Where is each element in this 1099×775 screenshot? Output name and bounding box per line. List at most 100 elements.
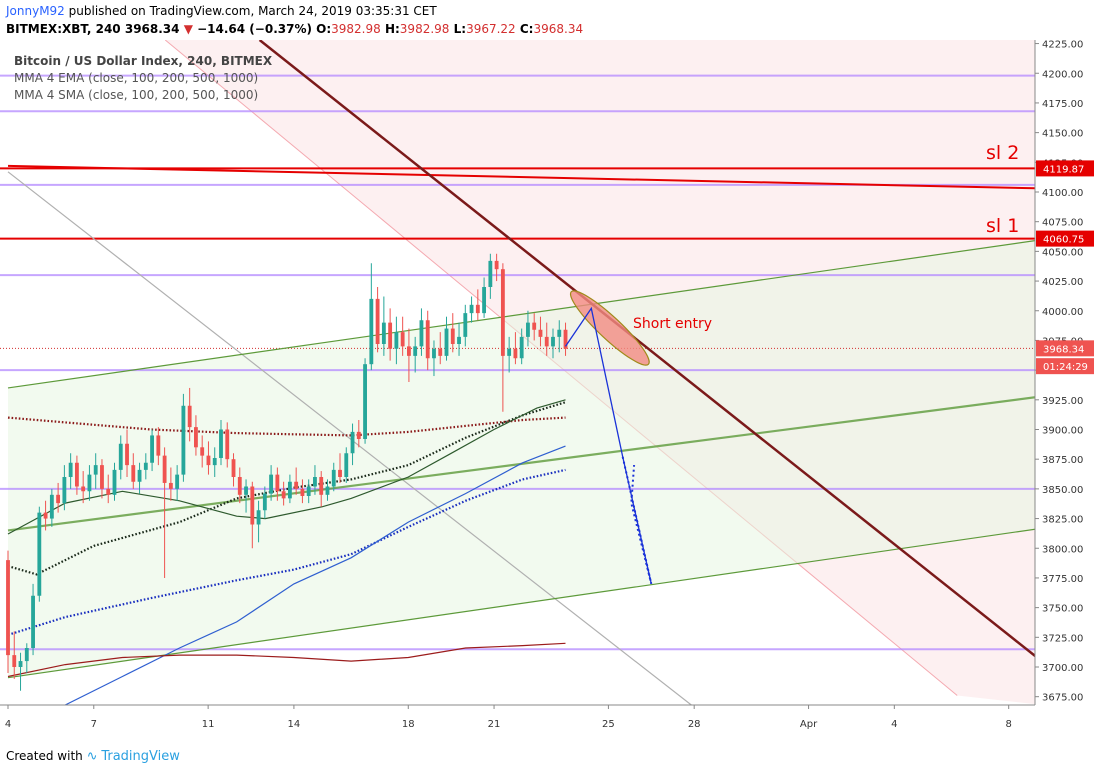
- sl2-sloped-line: [7, 164, 1035, 190]
- candle-body: [350, 431, 355, 454]
- candle: [413, 336, 418, 373]
- short-entry-label: Short entry: [633, 316, 712, 332]
- candle-body: [526, 322, 530, 337]
- candle-body: [137, 469, 142, 482]
- countdown-badge: 01:24:29: [1043, 362, 1088, 373]
- candle-body: [100, 465, 104, 489]
- high-value: 3982.98: [399, 22, 450, 36]
- time-tick-label: 21: [488, 719, 501, 730]
- close-value: 3968.34: [533, 22, 584, 36]
- candle: [300, 479, 305, 504]
- channel-lower-line: [7, 528, 1035, 679]
- candle: [519, 328, 524, 365]
- candle: [93, 453, 98, 489]
- time-tick-label: 8: [1006, 719, 1012, 730]
- candle-body: [231, 459, 236, 477]
- legend-title: Bitcoin / US Dollar Index, 240, BITMEX: [14, 54, 273, 68]
- candle-body: [250, 486, 255, 525]
- candle: [325, 479, 330, 501]
- time-tick-label: 18: [402, 719, 415, 730]
- candle: [563, 322, 568, 356]
- candle: [100, 459, 104, 499]
- sma-line-2: [7, 642, 566, 678]
- legend-ema[interactable]: MMA 4 EMA (close, 100, 200, 500, 1000): [14, 71, 258, 85]
- candle: [143, 453, 148, 480]
- candle: [37, 506, 42, 602]
- candle: [262, 486, 267, 519]
- candle-body: [68, 462, 73, 477]
- candle: [125, 429, 129, 477]
- time-tick-label: 4: [891, 719, 897, 730]
- candle: [444, 316, 449, 361]
- candle-body: [125, 443, 129, 466]
- candle-body: [200, 447, 205, 456]
- publish-info: JonnyM92 published on TradingView.com, M…: [6, 4, 437, 18]
- candle-body: [168, 482, 173, 489]
- candle: [194, 415, 198, 456]
- projection-dotted: [621, 456, 653, 585]
- candle-body: [519, 336, 524, 359]
- legend-sma[interactable]: MMA 4 SMA (close, 100, 200, 500, 1000): [14, 88, 258, 102]
- candle: [244, 479, 248, 513]
- price-tick-label: 4000.00: [1042, 307, 1083, 318]
- change-down-icon: ▼: [183, 22, 193, 36]
- candle-body: [513, 348, 518, 359]
- channel-upper-line: [7, 240, 1035, 389]
- candle: [287, 474, 292, 504]
- candle-body: [143, 462, 148, 470]
- candle: [131, 453, 136, 489]
- candle-body: [187, 405, 192, 428]
- candle-body: [419, 320, 424, 347]
- candle: [526, 310, 530, 347]
- candle-body: [12, 655, 17, 667]
- candle: [356, 420, 361, 448]
- sl1-label: sl 1: [986, 215, 1019, 237]
- candle: [457, 322, 461, 356]
- tradingview-brand[interactable]: TradingView: [101, 749, 180, 764]
- candle-body: [450, 328, 455, 344]
- candle-body: [112, 469, 117, 495]
- candle-body: [256, 510, 261, 525]
- price-tick-label: 3675.00: [1042, 693, 1083, 704]
- candle-body: [62, 477, 67, 504]
- candle-body: [87, 474, 92, 492]
- candle: [463, 304, 468, 347]
- price-tick-label: 3900.00: [1042, 426, 1083, 437]
- candle: [294, 467, 299, 495]
- candle: [31, 583, 35, 656]
- candle: [150, 429, 155, 472]
- candle: [551, 328, 555, 359]
- price-tick-label: 4150.00: [1042, 129, 1083, 140]
- candle: [363, 358, 367, 444]
- sl2-price-badge: 4119.87: [1043, 164, 1084, 175]
- price-tick-label: 3875.00: [1042, 455, 1083, 466]
- candle-body: [338, 469, 342, 477]
- price-chart[interactable]: 3675.00 3700.00 3725.00 3750.00 3775.00 3800.…: [0, 40, 1099, 740]
- price-tick-label: 4200.00: [1042, 69, 1083, 80]
- candle-body: [275, 474, 280, 492]
- candle: [256, 500, 261, 543]
- candle-body: [300, 488, 305, 496]
- price-tick-label: 4050.00: [1042, 247, 1083, 258]
- candle: [319, 471, 324, 507]
- price-tick-label: 3775.00: [1042, 574, 1083, 585]
- candle-body: [181, 405, 186, 475]
- price-tick-label: 3725.00: [1042, 633, 1083, 644]
- candle: [237, 467, 242, 504]
- low-label: L:: [453, 22, 467, 36]
- candle: [56, 482, 61, 513]
- last-price-badge-bg: [1036, 340, 1094, 357]
- candle-body: [344, 453, 349, 477]
- annotation-labels: sl 2 sl 1 Short entry: [633, 142, 1019, 332]
- candle: [532, 313, 537, 341]
- candle-body: [557, 329, 562, 337]
- candle: [43, 500, 48, 531]
- chart-legend: Bitcoin / US Dollar Index, 240, BITMEX M…: [14, 54, 273, 102]
- candle: [369, 263, 374, 371]
- candle-body: [463, 313, 468, 337]
- candle-body: [413, 346, 418, 356]
- candle: [406, 328, 411, 382]
- author-name[interactable]: JonnyM92: [6, 4, 65, 18]
- candle: [331, 462, 336, 492]
- open-label: O:: [316, 22, 332, 36]
